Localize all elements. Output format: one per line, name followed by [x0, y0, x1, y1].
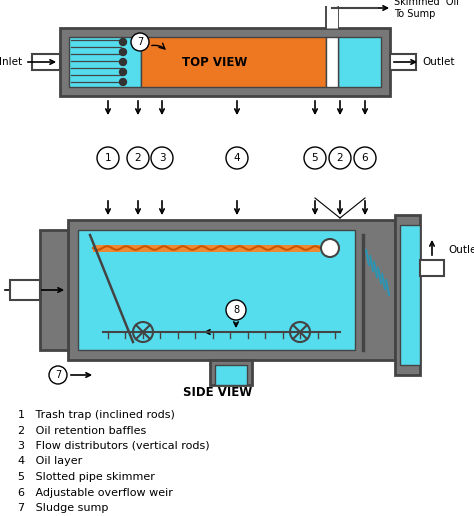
Polygon shape	[93, 245, 320, 252]
Polygon shape	[69, 37, 141, 87]
Text: 1   Trash trap (inclined rods): 1 Trash trap (inclined rods)	[18, 410, 175, 420]
Polygon shape	[420, 260, 444, 276]
Text: SIDE VIEW: SIDE VIEW	[183, 385, 252, 398]
Text: Skimmed  Oil: Skimmed Oil	[394, 0, 459, 7]
Text: 7: 7	[55, 370, 61, 380]
Text: 8: 8	[233, 305, 239, 315]
Text: 2: 2	[337, 153, 343, 163]
Polygon shape	[32, 54, 60, 70]
Text: 5: 5	[312, 153, 319, 163]
Circle shape	[119, 69, 127, 75]
Circle shape	[226, 147, 248, 169]
Text: 2: 2	[135, 153, 141, 163]
Circle shape	[119, 49, 127, 56]
Circle shape	[131, 33, 149, 51]
Circle shape	[304, 147, 326, 169]
Text: To Sump: To Sump	[394, 9, 436, 19]
Circle shape	[119, 39, 127, 45]
Text: 6   Adjustable overflow weir: 6 Adjustable overflow weir	[18, 488, 173, 497]
Text: 5   Slotted pipe skimmer: 5 Slotted pipe skimmer	[18, 472, 155, 482]
Text: 3   Flow distributors (vertical rods): 3 Flow distributors (vertical rods)	[18, 441, 210, 451]
Circle shape	[97, 147, 119, 169]
Polygon shape	[326, 37, 338, 87]
Text: TOP VIEW: TOP VIEW	[182, 56, 248, 69]
Polygon shape	[78, 230, 355, 350]
Text: 7: 7	[137, 37, 143, 47]
Polygon shape	[68, 220, 395, 360]
Polygon shape	[40, 230, 68, 350]
Text: Outlet: Outlet	[422, 57, 455, 67]
Text: 4: 4	[234, 153, 240, 163]
Polygon shape	[141, 37, 326, 87]
Polygon shape	[400, 225, 420, 365]
Polygon shape	[60, 28, 390, 96]
Text: 1: 1	[105, 153, 111, 163]
Circle shape	[321, 239, 339, 257]
Text: Outlet: Outlet	[448, 245, 474, 255]
Polygon shape	[390, 54, 416, 70]
Text: 7   Sludge sump: 7 Sludge sump	[18, 503, 109, 513]
Text: 4   Oil layer: 4 Oil layer	[18, 457, 82, 466]
Circle shape	[119, 58, 127, 66]
Polygon shape	[215, 365, 247, 385]
Circle shape	[226, 300, 246, 320]
Circle shape	[151, 147, 173, 169]
Text: 6: 6	[362, 153, 368, 163]
Circle shape	[329, 147, 351, 169]
Circle shape	[49, 366, 67, 384]
Polygon shape	[338, 37, 381, 87]
Polygon shape	[395, 215, 420, 375]
Text: Inlet: Inlet	[0, 57, 22, 67]
Circle shape	[119, 78, 127, 86]
Circle shape	[127, 147, 149, 169]
Text: 3: 3	[159, 153, 165, 163]
Polygon shape	[10, 280, 40, 300]
Polygon shape	[210, 360, 252, 385]
Text: 2   Oil retention baffles: 2 Oil retention baffles	[18, 426, 146, 436]
Circle shape	[354, 147, 376, 169]
